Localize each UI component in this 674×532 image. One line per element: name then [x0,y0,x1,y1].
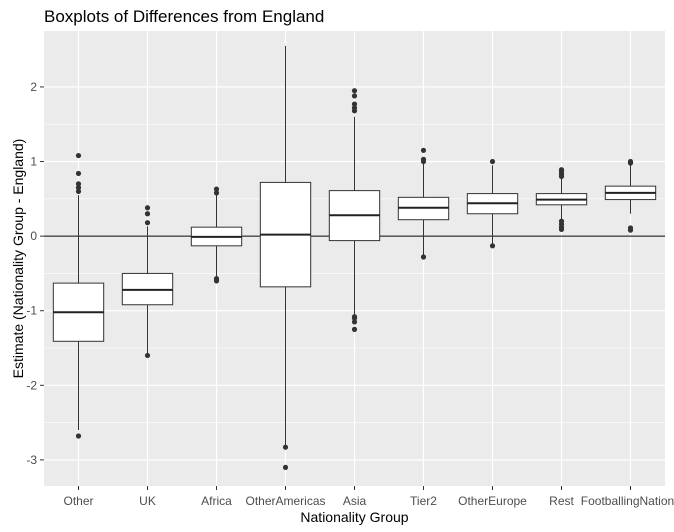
outlier-point [489,243,496,249]
outlier-point [351,326,358,332]
y-axis-ticks: -3 -2 -1 0 1 2 [26,80,44,467]
outlier-point [558,218,565,224]
y-axis-label: Estimate (Nationality Group - England) [10,139,26,379]
outlier-point [489,158,496,165]
outlier-point [351,93,358,99]
outlier-point [75,188,82,194]
box-OtherEurope [466,158,519,249]
box-Asia [328,88,381,332]
outlier-point [420,147,427,153]
outlier-point [75,185,82,191]
box-Other [52,152,105,439]
box-FootballingNations [604,158,657,233]
outlier-point [351,314,358,320]
x-axis-ticks: Other UK Africa OtherAmericas Asia Tier2 Other… [63,486,674,508]
x-tick-label: Africa [201,494,232,508]
outlier-point [144,220,151,226]
chart-title: Boxplots of Differences from England [44,7,324,26]
x-tick-label: Rest [549,494,574,508]
outlier-point [282,464,289,470]
y-tick-label: -1 [26,304,37,318]
y-tick-label: 2 [30,80,37,94]
x-tick-label: FootballingNations [581,494,674,508]
outlier-point [144,205,151,211]
x-tick-label: OtherAmericas [245,494,325,508]
outlier-point [75,170,82,177]
outlier-point [351,88,358,94]
outlier-point [351,105,358,111]
x-tick-label: Tier2 [410,494,437,508]
x-tick-label: OtherEurope [458,494,527,508]
outlier-point [213,186,220,192]
y-tick-label: 0 [30,229,37,243]
x-tick-label: UK [139,494,156,508]
x-tick-label: Asia [343,494,367,508]
outlier-point [144,211,151,217]
box-Tier2 [397,147,450,260]
outlier-point [282,444,289,450]
outlier-point [420,156,427,162]
outlier-point [213,276,220,282]
outlier-point [75,152,82,159]
y-tick-label: -3 [26,453,37,467]
outlier-point [351,319,358,325]
x-tick-label: Other [63,494,93,508]
outlier-point [351,101,358,107]
box-UK [121,205,174,359]
outlier-point [627,158,634,165]
outlier-point [75,433,82,439]
outlier-point [75,181,82,187]
outlier-point [627,225,634,231]
outlier-point [144,352,151,359]
y-tick-label: -2 [26,378,37,392]
outlier-point [420,254,427,260]
x-axis-label: Nationality Group [300,509,408,525]
y-tick-label: 1 [30,155,37,169]
box-OtherAmericas [259,45,312,470]
boxes-group [52,45,657,470]
outlier-point [213,190,220,196]
outlier-point [558,167,565,173]
box-Rest [535,167,588,233]
box-Africa [190,186,243,284]
